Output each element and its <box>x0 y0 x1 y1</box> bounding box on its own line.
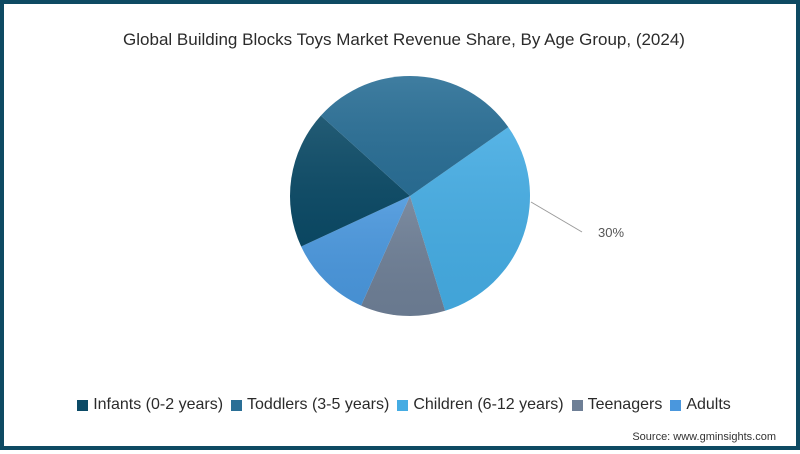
legend-item-adults[interactable]: Adults <box>670 396 731 414</box>
callout-label: 30% <box>598 225 625 240</box>
pie-slice-shading <box>301 196 410 306</box>
legend-label: Toddlers (3-5 years) <box>247 396 390 413</box>
pie-slice-shading <box>410 127 530 311</box>
pie-slices <box>289 76 530 316</box>
pie-slice-shading <box>361 196 446 316</box>
legend-item-infants[interactable]: Infants (0-2 years) <box>77 396 223 414</box>
legend-swatch-toddlers <box>231 399 243 411</box>
legend-item-toddlers[interactable]: Toddlers (3-5 years) <box>231 396 389 414</box>
pie-slice-shading <box>289 115 410 247</box>
pie-chart <box>289 76 583 316</box>
legend-label: Children (6-12 years) <box>413 396 564 413</box>
legend-swatch-children <box>397 399 409 411</box>
legend: Infants (0-2 years) Toddlers (3-5 years)… <box>4 396 800 414</box>
legend-label: Infants (0-2 years) <box>93 396 224 413</box>
legend-label: Adults <box>686 396 731 413</box>
pie-slice-shading <box>320 76 509 196</box>
callout-line <box>530 201 583 233</box>
legend-swatch-adults <box>670 399 682 411</box>
legend-swatch-infants <box>77 399 89 411</box>
source-note: Source: www.gminsights.com <box>632 431 776 443</box>
legend-label: Teenagers <box>587 396 663 413</box>
chart-title: Global Building Blocks Toys Market Reven… <box>123 30 685 49</box>
legend-swatch-teenagers <box>571 399 583 411</box>
legend-item-children[interactable]: Children (6-12 years) <box>397 396 564 414</box>
legend-item-teenagers[interactable]: Teenagers <box>571 396 663 414</box>
